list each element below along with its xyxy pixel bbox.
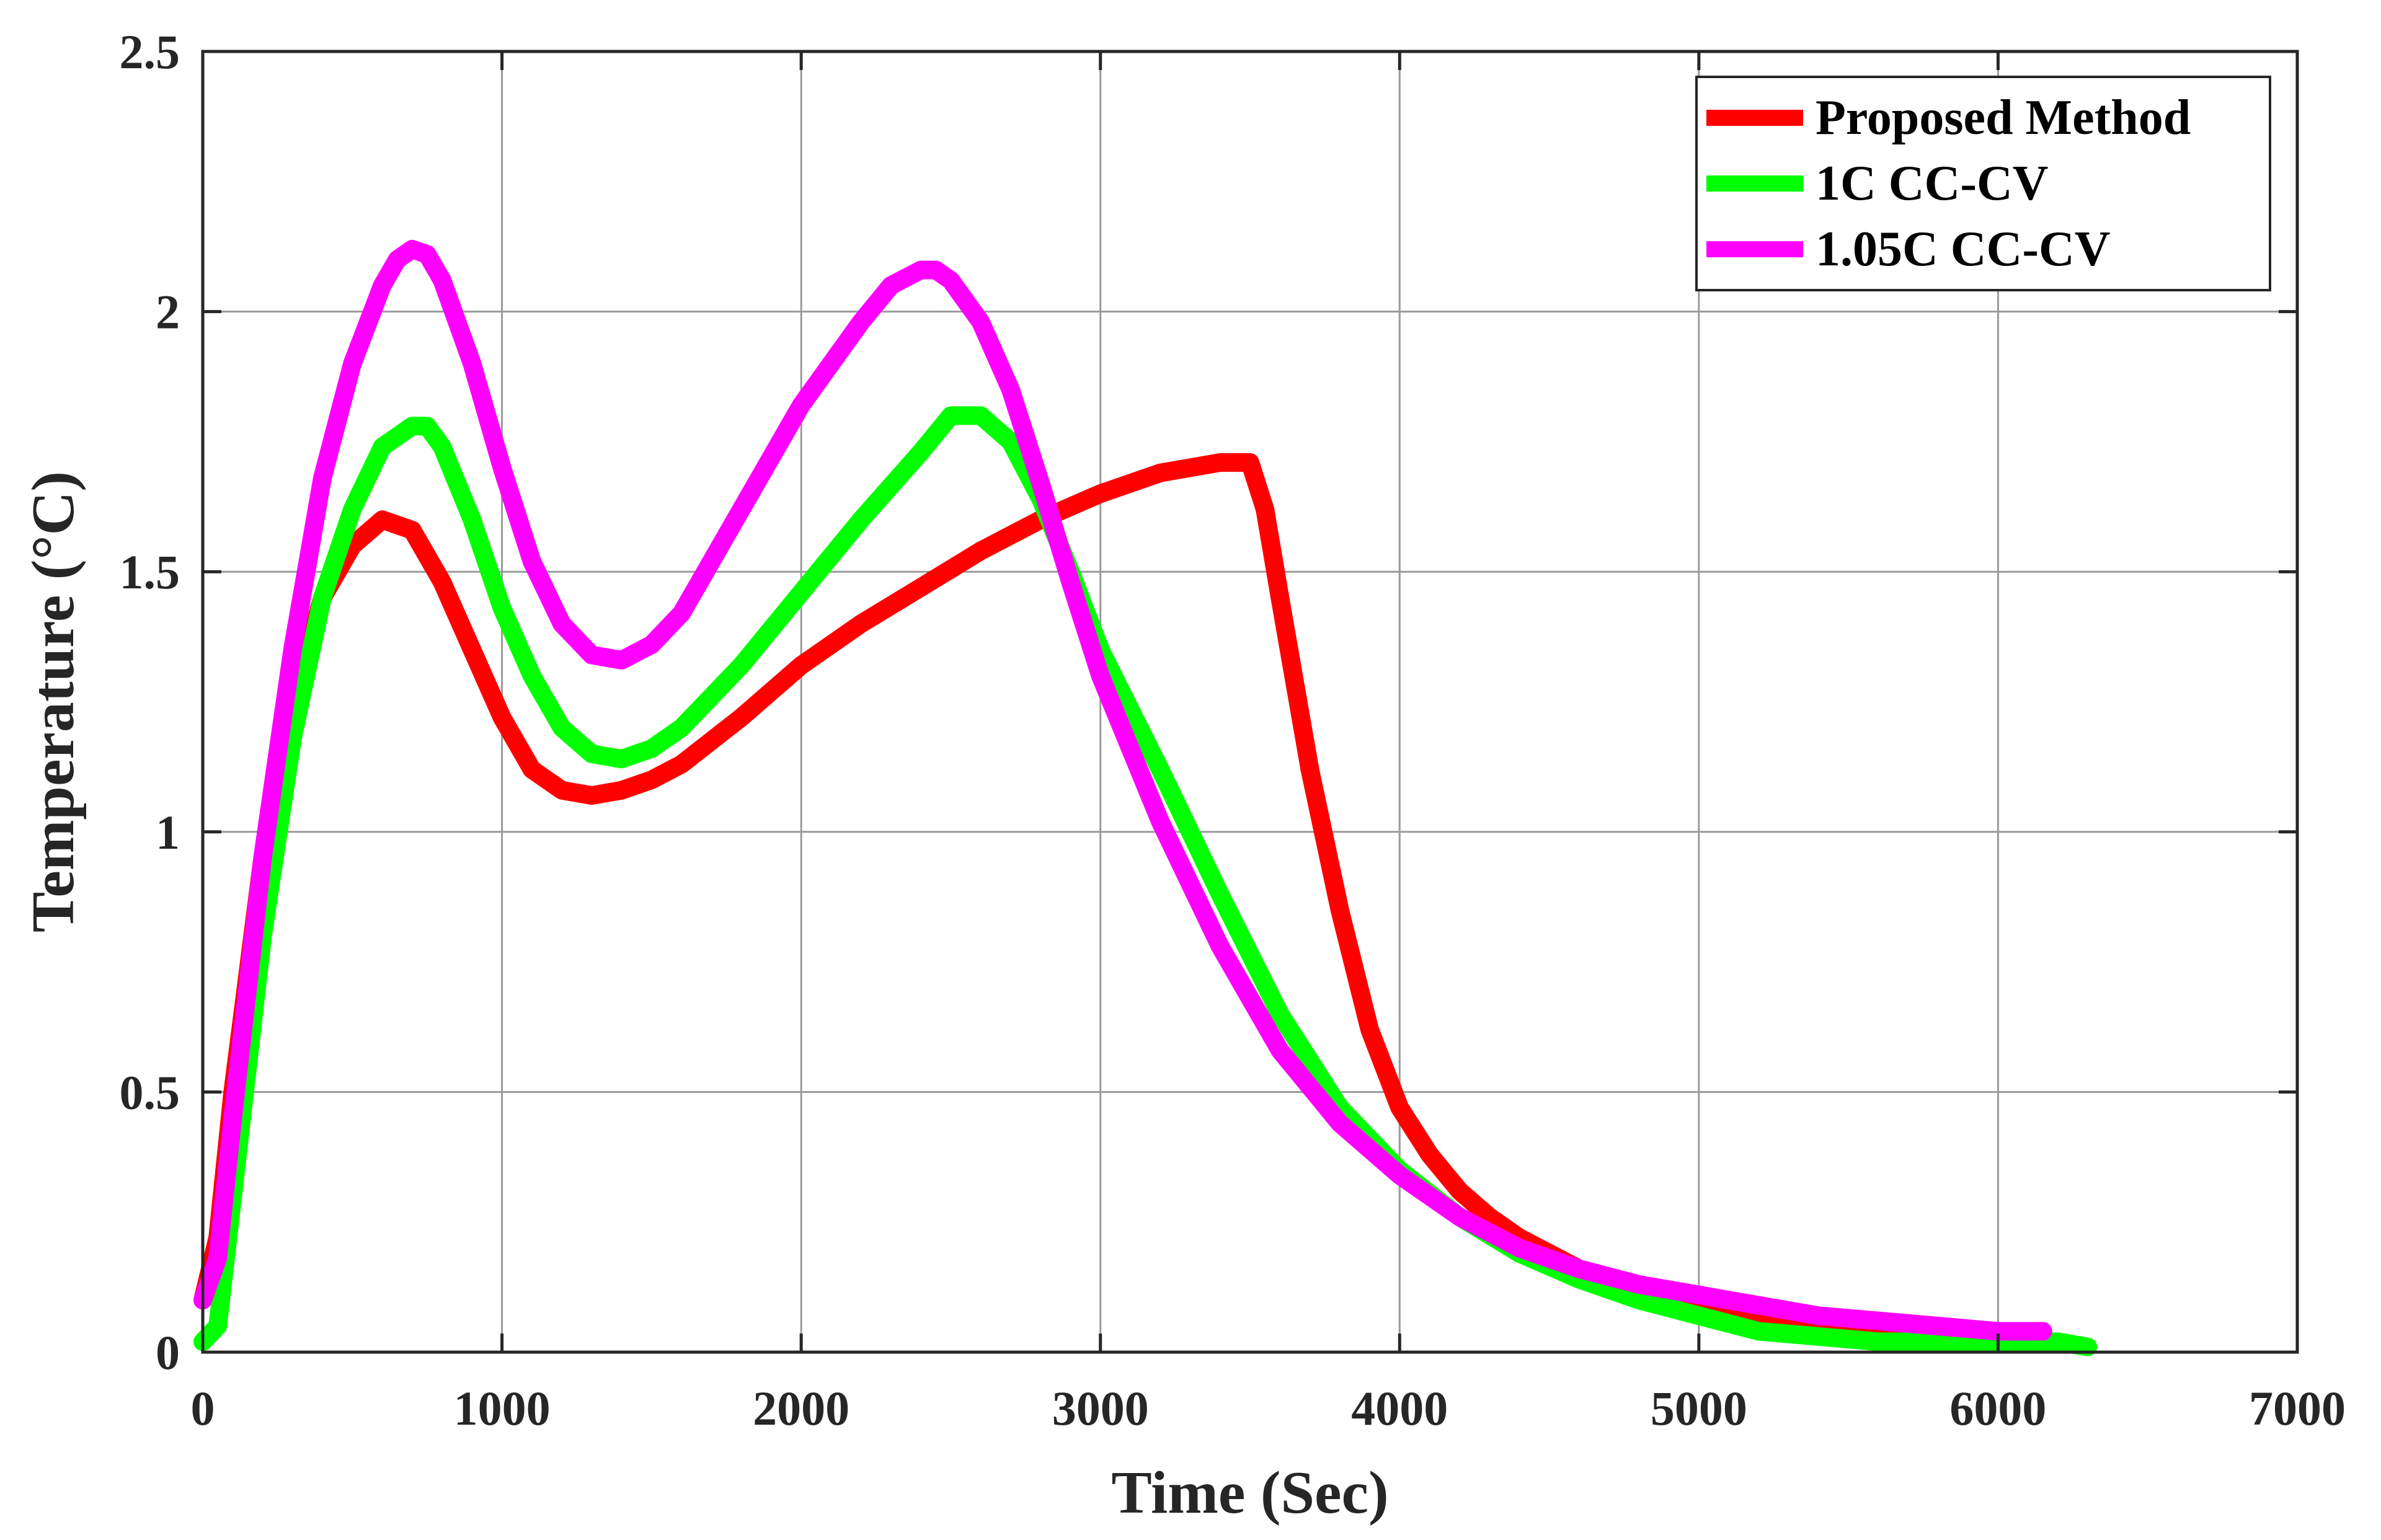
- legend-label-proposed-method: Proposed Method: [1816, 91, 2191, 145]
- tick-labels: 0 1000 2000 3000 4000 5000 6000 7000 0 0.5 1 1.5 2 2.…: [120, 25, 2346, 1435]
- x-tick-label: 7000: [2249, 1381, 2346, 1435]
- series-group: [193, 239, 2098, 1356]
- x-tick-label: 2000: [753, 1381, 849, 1435]
- y-tick-label: 1.5: [120, 545, 180, 599]
- x-tick-label: 6000: [1949, 1381, 2046, 1435]
- x-tick-label: 4000: [1351, 1381, 1448, 1435]
- x-axis-title: Time (Sec): [1111, 1459, 1388, 1526]
- ticks: [201, 50, 2299, 1354]
- y-axis-title: Temperature (°C): [20, 471, 87, 932]
- legend-label-1-05c-cc-cv: 1.05C CC-CV: [1816, 222, 2111, 277]
- legend-label-1c-cc-cv: 1C CC-CV: [1816, 156, 2049, 211]
- x-tick-label: 0: [191, 1381, 215, 1435]
- series-line-1-05c-cc-cv: [193, 239, 2052, 1341]
- y-tick-label: 0: [156, 1325, 180, 1379]
- x-tick-label: 5000: [1651, 1381, 1747, 1435]
- y-tick-label: 2: [156, 285, 180, 339]
- x-tick-label: 1000: [454, 1381, 551, 1435]
- y-tick-label: 0.5: [120, 1065, 180, 1119]
- x-tick-label: 3000: [1052, 1381, 1149, 1435]
- axes-frame: [201, 50, 2299, 1354]
- series-line-1c-cc-cv: [193, 406, 2098, 1356]
- y-tick-label: 1: [156, 805, 180, 859]
- legend: Proposed Method 1C CC-CV 1.05C CC-CV: [1695, 76, 2271, 291]
- y-tick-label: 2.5: [120, 25, 180, 79]
